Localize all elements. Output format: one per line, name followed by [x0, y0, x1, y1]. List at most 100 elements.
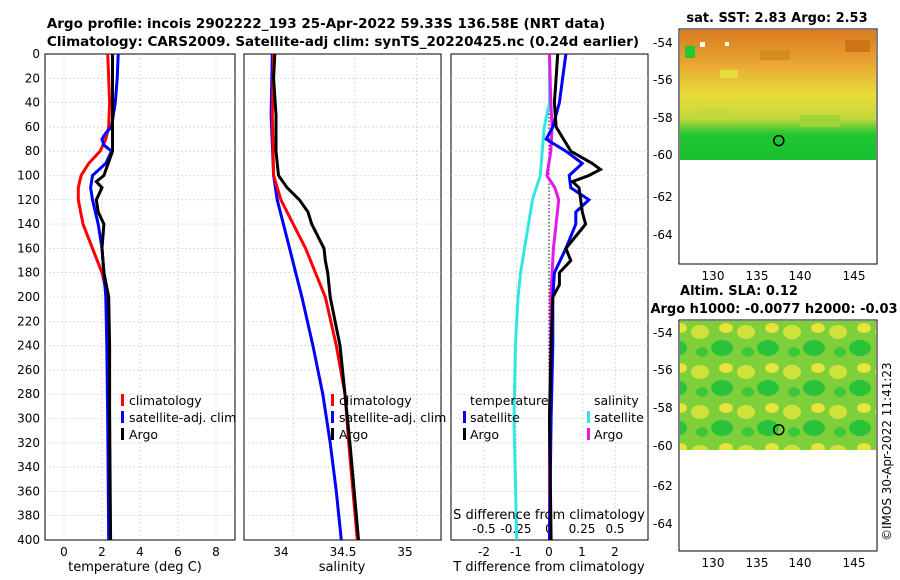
figure-title-line2: Climatology: CARS2009. Satellite-adj cli…	[47, 34, 639, 50]
tdiff-axis-label: T difference from climatology	[452, 560, 645, 575]
sdiff-tick-0-25: 0.25	[569, 522, 596, 536]
sst-map-ticks: 130 135 140 145 -54 -56 -58 -60 -62 -64	[653, 36, 865, 283]
legend-swatch-temp-argo	[463, 428, 466, 440]
depth-tick-label: 400	[17, 533, 40, 547]
sst-lat-tick: -56	[653, 73, 673, 87]
difference-x-ticks: -2 -1 0 1 2 -0.5 -0.25 0 0.25 0.5	[472, 522, 624, 559]
temperature-tick-2: 2	[98, 545, 106, 559]
sst-patch	[845, 40, 870, 52]
depth-tick-label: 160	[17, 241, 40, 255]
temperature-diff-argo-line	[547, 54, 604, 540]
sla-lon-tick: 130	[702, 556, 725, 570]
legend-swatch-satellite	[121, 411, 124, 423]
sst-missing-pixel	[725, 42, 729, 46]
depth-tick-label: 380	[17, 509, 40, 523]
depth-tick-label: 260	[17, 363, 40, 377]
temperature-legend: climatology satellite-adj. clim Argo	[121, 393, 236, 442]
sla-map-ticks: 130 135 140 145 -54 -56 -58 -60 -62 -64	[653, 326, 865, 570]
sdiff-tick-0-5: 0.5	[605, 522, 624, 536]
panel-grids	[45, 54, 648, 540]
argo-position-marker	[773, 423, 785, 436]
legend-label-argo: Argo	[339, 427, 368, 442]
sst-patch	[800, 115, 840, 127]
legend-label-satellite: satellite-adj. clim	[129, 410, 236, 425]
temperature-x-ticks: 0 2 4 6 8	[60, 545, 220, 559]
legend-label-satellite: satellite-adj. clim	[339, 410, 446, 425]
temperature-argo-line	[94, 54, 114, 540]
sst-patch	[685, 46, 695, 58]
argo-position-marker	[773, 134, 785, 147]
sst-lat-tick: -58	[653, 111, 673, 125]
legend-title-temperature: temperature	[470, 393, 549, 408]
sst-lat-tick: -60	[653, 148, 673, 162]
sst-map	[678, 28, 878, 265]
legend-label-climatology: climatology	[339, 393, 412, 408]
depth-tick-label: 120	[17, 193, 40, 207]
tdiff-tick-1: 1	[578, 545, 586, 559]
legend-swatch-climatology	[331, 394, 334, 406]
salinity-tick-34-5: 34.5	[330, 545, 357, 559]
legend-swatch-sal-satellite	[587, 411, 590, 423]
temperature-axis-label: temperature (deg C)	[68, 560, 202, 575]
salinity-tick-34: 34	[273, 545, 288, 559]
difference-legend: temperature satellite Argo salinity sate…	[463, 393, 644, 442]
sla-lat-tick: -58	[653, 401, 673, 415]
legend-title-salinity: salinity	[594, 393, 639, 408]
sst-lat-tick: -54	[653, 36, 673, 50]
salinity-legend: climatology satellite-adj. clim Argo	[331, 393, 446, 442]
legend-swatch-sal-argo	[587, 428, 590, 440]
legend-swatch-climatology	[121, 394, 124, 406]
salinity-axis-label: salinity	[319, 560, 366, 575]
sst-patch	[760, 50, 790, 60]
temperature-tick-4: 4	[136, 545, 144, 559]
depth-tick-label: 0	[32, 47, 40, 61]
depth-tick-label: 280	[17, 387, 40, 401]
sla-lat-tick: -56	[653, 363, 673, 377]
legend-swatch-satellite	[331, 411, 334, 423]
depth-tick-label: 360	[17, 484, 40, 498]
sla-map	[678, 319, 878, 552]
salinity-x-ticks: 34 34.5 35	[273, 545, 412, 559]
sst-patch	[720, 70, 738, 78]
legend-label-sal-satellite: satellite	[594, 410, 644, 425]
legend-swatch-argo	[331, 428, 334, 440]
figure-title-line1: Argo profile: incois 2902222_193 25-Apr-…	[47, 16, 605, 32]
sla-lat-tick: -62	[653, 479, 673, 493]
sla-lat-tick: -64	[653, 517, 673, 531]
depth-tick-label: 240	[17, 339, 40, 353]
temperature-tick-6: 6	[174, 545, 182, 559]
salinity-argo-line	[272, 54, 360, 540]
depth-tick-label: 40	[25, 96, 40, 110]
sst-map-title: sat. SST: 2.83 Argo: 2.53	[686, 11, 867, 26]
legend-label-sal-argo: Argo	[594, 427, 623, 442]
sst-lon-tick: 145	[843, 269, 866, 283]
sla-lon-tick: 145	[843, 556, 866, 570]
depth-tick-label: 100	[17, 169, 40, 183]
tdiff-tick-0: 0	[545, 545, 553, 559]
sdiff-axis-label: S difference from climatology	[453, 508, 645, 523]
tdiff-tick-2: 2	[611, 545, 619, 559]
sst-lon-tick: 140	[789, 269, 812, 283]
sst-lon-tick: 135	[746, 269, 769, 283]
depth-tick-label: 140	[17, 217, 40, 231]
sla-lat-tick: -60	[653, 439, 673, 453]
sst-lon-tick: 130	[702, 269, 725, 283]
sst-lat-tick: -62	[653, 190, 673, 204]
sst-missing-pixel	[700, 42, 705, 47]
sst-patch	[700, 110, 730, 120]
imos-watermark: ©IMOS 30-Apr-2022 11:41:23	[880, 362, 894, 541]
legend-label-temp-satellite: satellite	[470, 410, 520, 425]
sla-lon-tick: 140	[789, 556, 812, 570]
depth-tick-label: 340	[17, 460, 40, 474]
tdiff-tick-m2: -2	[478, 545, 490, 559]
sla-lat-tick: -54	[653, 326, 673, 340]
legend-label-climatology: climatology	[129, 393, 202, 408]
salinity-diff-satellite-line	[512, 54, 551, 540]
salinity-tick-35: 35	[397, 545, 412, 559]
sst-lat-tick: -64	[653, 228, 673, 242]
sla-map-title: Altim. SLA: 0.12	[680, 284, 798, 299]
legend-label-temp-argo: Argo	[470, 427, 499, 442]
sdiff-tick-m0-5: -0.5	[472, 522, 495, 536]
temperature-tick-8: 8	[212, 545, 220, 559]
legend-swatch-argo	[121, 428, 124, 440]
